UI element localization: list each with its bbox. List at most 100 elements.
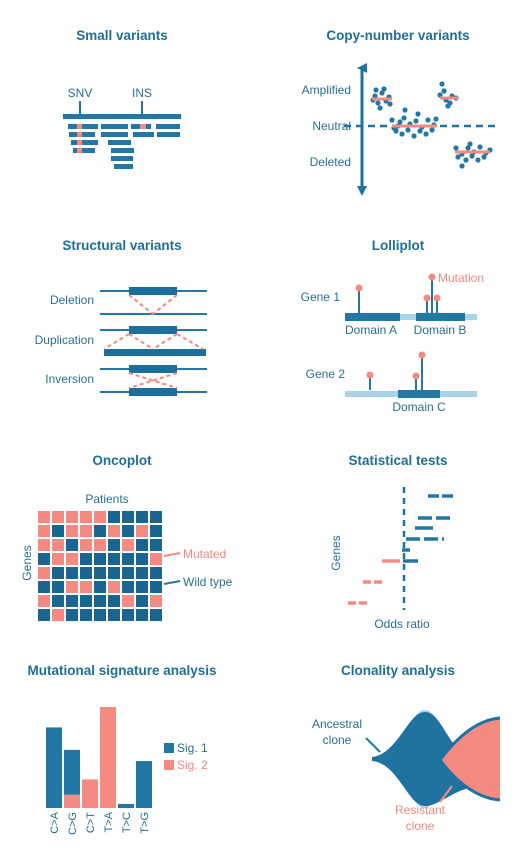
clonality-title: Clonality analysis [341, 663, 455, 678]
cnv-dot [379, 90, 385, 96]
cnv-dot [445, 103, 451, 109]
cell-wild-type [94, 581, 106, 593]
signature-panel: C>A C>G C>T T>A T>C T>G Sig. 1 Sig. 2 [46, 707, 208, 835]
cnv-dot [469, 153, 475, 159]
lollipop-head [418, 351, 426, 359]
cnv-dot [381, 86, 387, 92]
cell-wild-type [80, 609, 92, 621]
patients-label: Patients [85, 492, 128, 506]
cnv-dot [429, 127, 435, 133]
cell-wild-type [150, 567, 162, 579]
bar-sig1 [64, 749, 80, 795]
cnv-axis-down-arrow [357, 186, 367, 196]
resistant-label-line1: Resistant [395, 803, 446, 817]
domain-a [345, 313, 400, 321]
cnv-dot [373, 87, 379, 93]
oncoplot-grid [38, 511, 162, 621]
statistical-tests-title: Statistical tests [348, 453, 447, 468]
cnv-dot [417, 128, 423, 134]
cell-mutated [38, 525, 50, 537]
cell-mutated [52, 609, 64, 621]
lollipop-head [355, 284, 363, 292]
cnv-dot [425, 117, 431, 123]
cnv-dot [411, 133, 417, 139]
cell-mutated [38, 511, 50, 523]
bar-sig2 [100, 707, 116, 808]
read-segment [108, 140, 131, 145]
reference-read [63, 114, 181, 119]
ancestral-pointer [365, 737, 381, 753]
category-label: C>A [49, 811, 61, 833]
cell-wild-type [150, 581, 162, 593]
lollipop-head [412, 372, 420, 380]
gene1-track [345, 314, 477, 320]
structural-variants-panel: Deletion Duplication Inversion [35, 287, 207, 396]
duplication-link-2 [152, 333, 178, 350]
cell-wild-type [136, 581, 148, 593]
legend-sig1: Sig. 1 [177, 741, 208, 755]
inversion-link-2 [128, 372, 178, 389]
read-segment [101, 132, 128, 137]
cell-mutated [52, 511, 64, 523]
inversion-label: Inversion [45, 372, 94, 386]
cnv-dot [405, 127, 411, 133]
signature-bars: C>A C>G C>T T>A T>C T>G [46, 707, 152, 835]
cell-mutated [66, 581, 78, 593]
cnv-dot [437, 92, 443, 98]
cell-mutated [150, 553, 162, 565]
lollipop-head [366, 371, 374, 379]
cell-mutated [108, 525, 120, 537]
snv-mark [77, 148, 82, 153]
ins-mark [140, 124, 146, 129]
cell-wild-type [122, 525, 134, 537]
cnv-panel: Amplified Neutral Deleted [302, 63, 496, 196]
cell-wild-type [66, 567, 78, 579]
statistical-tests-panel: Genes Odds ratio [329, 487, 454, 631]
cell-wild-type [150, 539, 162, 551]
snv-mark [77, 140, 82, 145]
resistant-clone-border-bottom [438, 759, 501, 802]
cell-mutated [94, 539, 106, 551]
ins-label: INS [132, 86, 152, 100]
structural-variants-title: Structural variants [62, 238, 181, 253]
cell-wild-type [80, 567, 92, 579]
cell-wild-type [122, 609, 134, 621]
resistant-clone-border-top [438, 716, 501, 761]
resistant-label-line2: clone [406, 819, 435, 833]
legend-swatch-sig2 [164, 760, 174, 770]
odds-ratio-label: Odds ratio [374, 617, 430, 631]
deletion-link-right [152, 294, 178, 315]
cnv-dot [463, 157, 469, 163]
cell-wild-type [52, 525, 64, 537]
clonality-panel: Ancestral clone Resistant clone [312, 710, 501, 833]
cnv-dot [441, 88, 447, 94]
cell-wild-type [136, 553, 148, 565]
duplication-label: Duplication [35, 333, 94, 347]
cell-mutated [80, 581, 92, 593]
cell-wild-type [94, 609, 106, 621]
deletion-link-left [128, 294, 154, 315]
cell-mutated [38, 567, 50, 579]
read-segment [157, 132, 180, 137]
mutated-label: Mutated [183, 547, 226, 561]
cnv-dot [389, 117, 395, 123]
small-variants-title: Small variants [76, 28, 168, 43]
cnv-dot [413, 118, 419, 124]
cell-mutated [66, 553, 78, 565]
snv-label: SNV [68, 86, 93, 100]
duplication-link-4 [176, 333, 204, 350]
cell-wild-type [80, 595, 92, 607]
cnv-dot [467, 141, 473, 147]
cell-wild-type [136, 539, 148, 551]
forest-intervals [348, 494, 454, 605]
cell-wild-type [136, 609, 148, 621]
cell-wild-type [108, 609, 120, 621]
bar-sig2 [64, 794, 80, 808]
stats-genes-label: Genes [329, 535, 343, 570]
cell-wild-type [122, 553, 134, 565]
cnv-dot [372, 93, 378, 99]
cnv-title: Copy-number variants [326, 28, 469, 43]
cell-wild-type [108, 595, 120, 607]
cnv-dot [433, 116, 439, 122]
cnv-dot [375, 100, 381, 106]
